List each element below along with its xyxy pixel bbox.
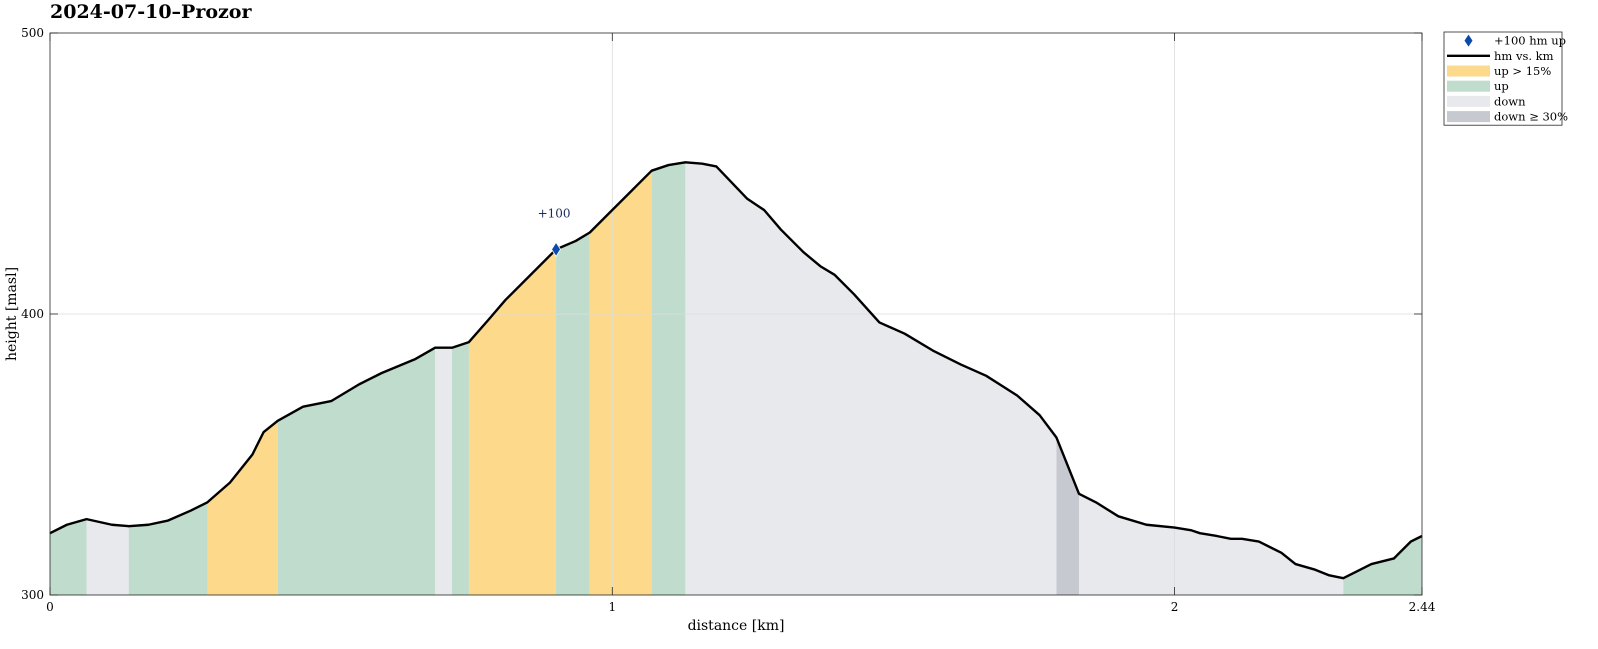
y-tick-label-2: 500 [21, 26, 44, 40]
chart-title: 2024-07-10–Prozor [50, 1, 252, 23]
legend-label-line: hm vs. km [1494, 49, 1554, 63]
segment-steep-up-9 [589, 170, 652, 595]
legend-label-marker: +100 hm up [1494, 34, 1566, 48]
legend-label-steep-down: down ≥ 30% [1494, 110, 1568, 124]
segment-up-0 [50, 519, 87, 595]
x-tick-label-3: 2.44 [1409, 600, 1436, 614]
segment-up-10 [651, 162, 686, 595]
markers: +100 [538, 206, 571, 258]
x-tick-label-0: 0 [46, 600, 54, 614]
segment-down-5 [435, 347, 453, 595]
legend-swatch-down [1447, 95, 1490, 107]
y-tick-label-1: 400 [21, 307, 44, 321]
segment-up-4 [277, 347, 436, 595]
legend-swatch-marker [1464, 34, 1473, 47]
segment-steep-up-3 [207, 420, 278, 595]
segment-up-6 [452, 342, 469, 595]
legend-label-down: down [1494, 94, 1526, 108]
legend-label-steep-up: up > 15% [1494, 64, 1551, 78]
segment-steep-up-7 [468, 249, 557, 595]
legend-swatch-steep-down [1447, 111, 1490, 123]
x-axis-label: distance [km] [688, 618, 785, 634]
x-tick-label-2: 2 [1171, 600, 1179, 614]
y-axis-label: height [masl] [4, 267, 20, 361]
y-tick-label-0: 300 [21, 588, 44, 602]
segment-down-13 [1079, 493, 1344, 595]
segment-steep-down-12 [1056, 437, 1079, 595]
legend-box [1443, 31, 1563, 126]
grid-lines [50, 33, 1422, 595]
axis-ticks: 0 1 2 2.44 300 400 500 [21, 26, 1436, 614]
segment-up-8 [556, 232, 590, 595]
legend-swatch-up [1447, 80, 1490, 92]
segment-up-14 [1343, 535, 1422, 595]
legend-label-up: up [1494, 79, 1509, 93]
segment-down-1 [86, 519, 129, 595]
legend-swatch-steep-up [1447, 65, 1490, 77]
segment-down-11 [685, 162, 1057, 595]
elevation-profile-line [49, 161, 1423, 580]
marker-diamond-0 [551, 241, 562, 258]
x-tick-label-1: 1 [608, 600, 616, 614]
marker-label-0: +100 [538, 206, 571, 220]
segment-up-2 [128, 502, 208, 595]
slope-fill-areas [50, 162, 1422, 595]
